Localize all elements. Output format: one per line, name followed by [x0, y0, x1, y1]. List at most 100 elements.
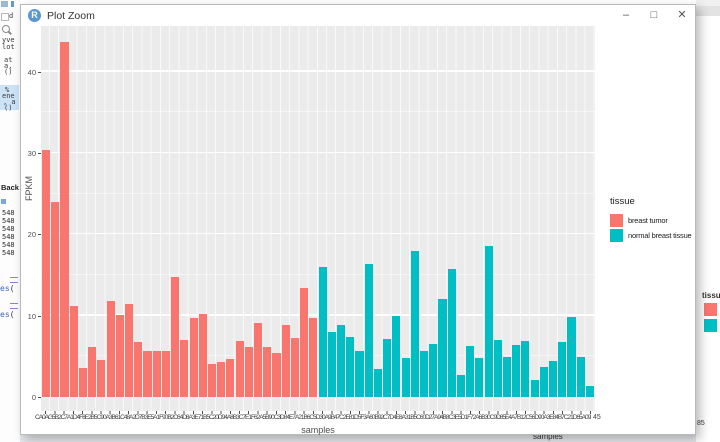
code-call-fragment: es( [0, 310, 14, 319]
legend-swatch-normal-breast-tissue [610, 229, 623, 242]
y-tick-label: 40 [27, 67, 36, 77]
minor-gridline [41, 274, 595, 276]
bar-normal-breast-tissue [576, 357, 585, 397]
y-tick-label: 0 [31, 393, 36, 402]
bar-breast-tumor [281, 324, 290, 397]
vertical-gridlines [41, 26, 595, 411]
code-call-fragment: es( [0, 284, 14, 293]
bar-normal-breast-tissue [549, 361, 558, 397]
bar-normal-breast-tissue [337, 325, 346, 397]
bar-breast-tumor [115, 314, 124, 397]
console-number-fragment: 548 [2, 233, 15, 241]
bar-breast-tumor [309, 318, 318, 397]
code-fragment: lot [2, 43, 15, 51]
major-gridline [41, 151, 595, 154]
y-tick-label: 10 [27, 311, 36, 321]
bar-breast-tumor [290, 337, 299, 397]
background-samples-label: samples [533, 432, 563, 441]
bar-normal-breast-tissue [318, 266, 327, 397]
console-number-fragment: 548 [2, 249, 15, 257]
bar-breast-tumor [180, 340, 189, 397]
y-tick-mark [37, 234, 41, 236]
window-titlebar[interactable]: R Plot Zoom – □ ✕ [21, 5, 695, 27]
bar-normal-breast-tissue [466, 345, 475, 397]
bar-breast-tumor [152, 351, 161, 397]
bar-breast-tumor [189, 318, 198, 397]
bar-normal-breast-tissue [512, 344, 521, 397]
legend-title: tissue [610, 196, 635, 207]
background-axis-fragment: 85 [697, 420, 705, 427]
function-name-fragment: es [0, 310, 10, 319]
y-tick-mark [37, 397, 41, 398]
paren: ( [9, 310, 15, 319]
bar-breast-tumor [143, 350, 152, 397]
bar-series-container [41, 26, 595, 411]
minimize-button[interactable]: – [622, 9, 630, 21]
bar-normal-breast-tissue [373, 369, 382, 397]
legend-label: normal breast tissue [628, 231, 692, 240]
y-tick-mark [37, 315, 41, 317]
background-legend-swatch-normal [704, 319, 717, 332]
bar-normal-breast-tissue [419, 350, 429, 397]
legend-label: breast tumor [628, 216, 668, 225]
pane-toolbar-band [696, 0, 720, 6]
y-tick-mark [37, 71, 41, 73]
search-icon[interactable] [2, 25, 10, 33]
background-legend-swatch-tumor [704, 303, 717, 316]
bar-breast-tumor [69, 305, 78, 397]
console-number-fragment: 548 [2, 209, 15, 217]
x-last-tick-label-fragment: 45 [593, 414, 601, 421]
bar-breast-tumor [97, 359, 106, 397]
bar-normal-breast-tissue [567, 316, 576, 397]
bar-normal-breast-tissue [364, 264, 373, 397]
pane-toolbar-band [696, 6, 720, 16]
code-fold-icon [10, 303, 18, 309]
minor-gridline [41, 192, 595, 194]
bar-breast-tumor [217, 362, 226, 397]
maximize-button[interactable]: □ [650, 9, 658, 21]
close-button[interactable]: ✕ [677, 9, 687, 21]
bar-normal-breast-tissue [475, 357, 484, 397]
bar-breast-tumor [51, 201, 60, 397]
y-tick-mark [37, 153, 41, 155]
y-tick-label: 30 [27, 149, 36, 159]
code-fragment: , a [3, 98, 16, 106]
bar-normal-breast-tissue [355, 351, 364, 397]
plot-panel [41, 26, 595, 411]
background-legend-title-fragment: tissu [702, 291, 720, 300]
minor-gridline [41, 111, 595, 113]
background-editor-strip: d yve lot at a, () % ene , a () Back 548… [0, 0, 20, 442]
bar-normal-breast-tissue [539, 366, 548, 397]
bar-breast-tumor [171, 276, 180, 397]
window-title: Plot Zoom [47, 10, 95, 22]
bar-breast-tumor [272, 353, 281, 397]
bar-breast-tumor [263, 346, 272, 397]
bar-breast-tumor [88, 347, 97, 397]
bar-breast-tumor [134, 341, 143, 397]
bar-normal-breast-tissue [521, 340, 530, 397]
major-gridline [41, 70, 595, 72]
x-tick-labels-overlapping: CA0AG5B2C7A1D4F8E2B5C90A3B61C48A2D7B3E5A… [35, 414, 591, 421]
bar-breast-tumor [235, 340, 244, 397]
bar-normal-breast-tissue [383, 339, 392, 397]
bar-normal-breast-tissue [401, 357, 410, 397]
code-fragment: () [4, 104, 13, 112]
y-axis-title: FPKM [24, 175, 34, 201]
bar-breast-tumor [226, 358, 235, 397]
toolbar-icon [11, 1, 14, 7]
bar-breast-tumor [244, 347, 253, 397]
background-bottom-strip: samples [20, 432, 696, 442]
code-fold-icon [10, 277, 18, 283]
bar-normal-breast-tissue [346, 336, 355, 397]
console-number-fragment: 548 [2, 225, 15, 233]
plot-zoom-window: R Plot Zoom – □ ✕ FPKM CA0AG5B2C7A1D4F8E… [20, 4, 696, 435]
background-plots-pane-strip: tissu 85 [696, 0, 720, 442]
bar-normal-breast-tissue [327, 331, 336, 397]
minor-gridline [41, 355, 595, 357]
bar-normal-breast-tissue [484, 245, 493, 397]
bar-normal-breast-tissue [493, 340, 502, 397]
bar-breast-tumor [78, 367, 87, 397]
bar-normal-breast-tissue [392, 315, 401, 397]
r-logo-icon: R [28, 9, 41, 22]
